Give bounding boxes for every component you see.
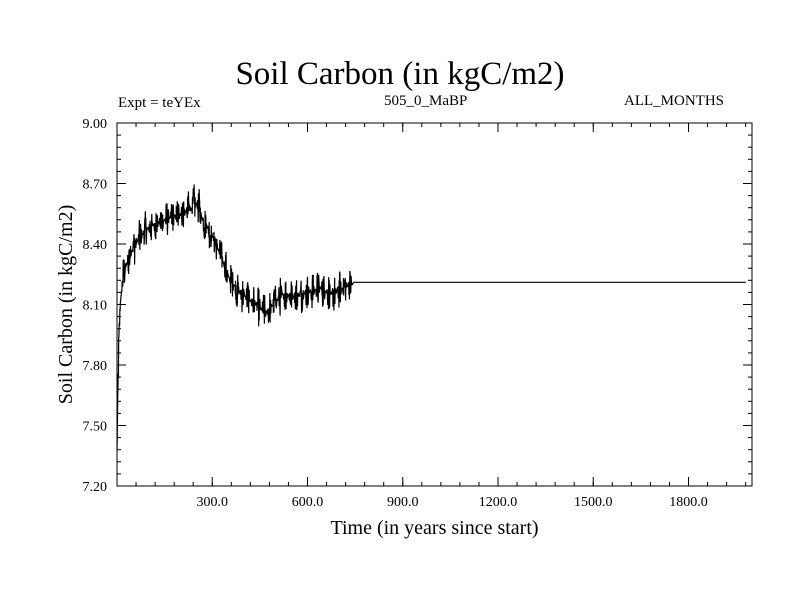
experiment-label: Expt = teYEx (118, 95, 201, 111)
x-tick-label: 1200.0 (479, 495, 518, 510)
series-layer (116, 184, 746, 450)
y-tick-label: 8.10 (83, 299, 108, 314)
x-tick-label: 900.0 (387, 495, 419, 510)
x-tick-label: 1500.0 (574, 495, 613, 510)
x-tick-label: 1800.0 (669, 495, 708, 510)
soil-carbon-series-line (116, 184, 746, 450)
months-label: ALL_MONTHS (624, 93, 724, 109)
period-label: 505_0_MaBP (384, 93, 468, 109)
y-tick-label: 7.50 (83, 420, 108, 435)
y-tick-label: 7.80 (83, 359, 108, 374)
y-tick-label: 9.00 (83, 117, 108, 132)
x-tick-label: 600.0 (292, 495, 324, 510)
y-tick-label: 7.20 (83, 480, 108, 495)
plot-frame (116, 122, 753, 487)
y-axis-label: Soil Carbon (in kgC/m2) (55, 205, 77, 404)
x-axis-label: Time (in years since start) (330, 517, 538, 539)
ticks-layer: 7.20 7.50 7.80 8.10 8.40 8.70 9.00 300.0 600.0 90… (83, 117, 752, 510)
x-tick-label: 300.0 (197, 495, 229, 510)
y-tick-label: 8.70 (83, 178, 108, 193)
chart-title: Soil Carbon (in kgC/m2) (235, 56, 565, 92)
y-tick-label: 8.40 (83, 238, 108, 253)
